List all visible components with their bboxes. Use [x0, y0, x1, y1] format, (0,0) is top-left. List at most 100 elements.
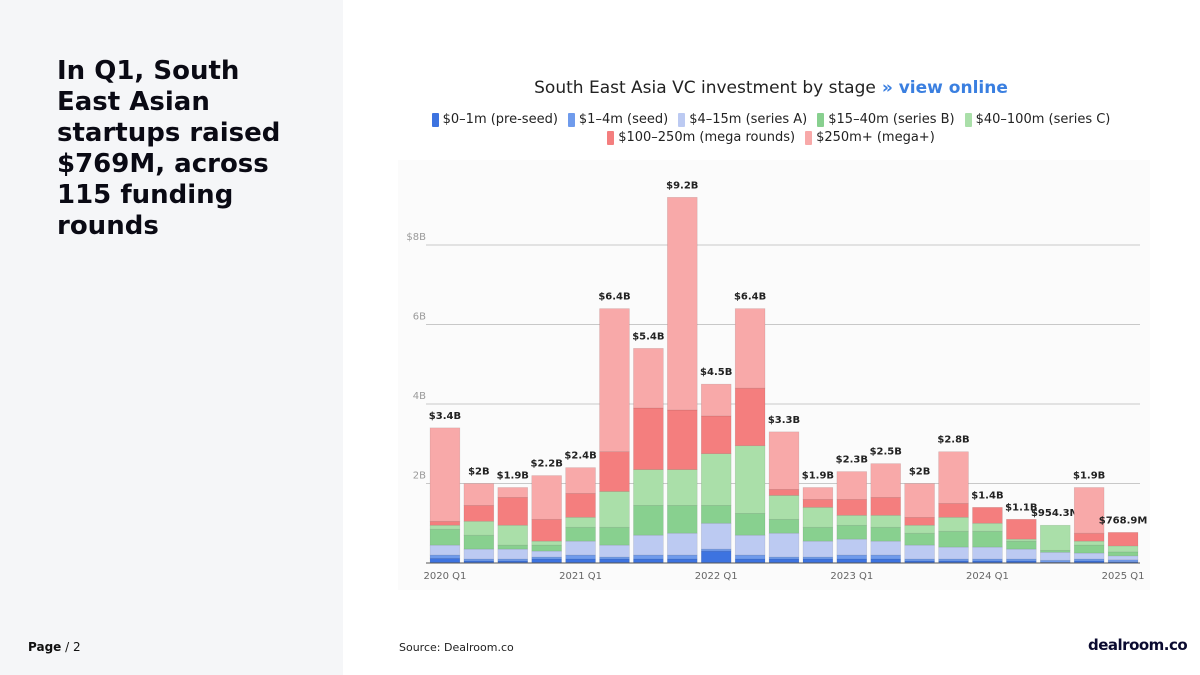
total-label: $3.4B [429, 411, 461, 422]
bar-segment [531, 540, 562, 546]
view-online-link[interactable]: » view online [881, 78, 1008, 98]
y-tick-label: 2B [413, 471, 426, 482]
bar-segment [972, 546, 1003, 560]
page-number: / 2 [65, 640, 81, 654]
bar-segment [768, 489, 800, 496]
bar-segment [700, 415, 732, 454]
legend-label: $100–250m (mega rounds) [618, 130, 796, 145]
legend-label: $250m+ (mega+) [816, 130, 935, 145]
bar-segment [768, 495, 800, 520]
bar-segment [734, 558, 766, 564]
bar-segment [836, 499, 868, 516]
total-label: $2B [468, 467, 490, 478]
bar-segment [734, 387, 766, 447]
x-tick-label: 2025 Q1 [1102, 571, 1145, 582]
bar-segment [667, 505, 698, 534]
bar-segment [768, 558, 800, 564]
legend-swatch [817, 112, 825, 127]
legend-item: $15–40m (series B) [817, 112, 955, 127]
bar-segment [633, 407, 664, 470]
bar-segment [870, 463, 901, 498]
bar-segment [972, 530, 1003, 548]
total-label: $1.9B [1073, 470, 1105, 481]
bar-segment [429, 528, 461, 546]
total-label: $2.2B [531, 459, 563, 470]
bar-segment [836, 558, 868, 564]
bar-segment [870, 540, 901, 556]
bar-segment [802, 558, 834, 564]
legend-label: $0–1m (pre-seed) [442, 112, 558, 127]
total-label: $2B [909, 467, 931, 478]
legend-label: $15–40m (series B) [828, 112, 955, 127]
bar-segment [938, 503, 969, 518]
bar-segment [1107, 555, 1139, 561]
bar-segment [1073, 540, 1105, 546]
legend-label: $4–15m (series A) [689, 112, 808, 127]
total-label: $2.4B [564, 451, 596, 462]
bar-segment [1040, 551, 1071, 561]
bar-segment [531, 544, 562, 552]
page-label: Page [28, 640, 62, 654]
bar-segment [768, 518, 800, 534]
bar-segment [938, 451, 969, 504]
bar-segment [1107, 532, 1139, 547]
bar-segment [599, 451, 630, 492]
bar-segment [667, 409, 698, 470]
bar-segment [463, 534, 495, 550]
bar-segment [700, 453, 732, 506]
bar-segment [1107, 545, 1139, 553]
bar-segment [565, 554, 596, 560]
bar-segment [633, 558, 664, 564]
legend-label: $40–100m (series C) [975, 112, 1111, 127]
bar-segment [565, 516, 596, 528]
y-tick-label: $8B [406, 232, 426, 243]
bar-segment [463, 520, 495, 536]
total-label: $768.9M [1099, 515, 1148, 526]
bar-segment [972, 522, 1003, 532]
bar-segment [565, 467, 596, 494]
bar-segment [565, 540, 596, 556]
total-label: $3.3B [768, 415, 800, 426]
bar-segment [429, 554, 461, 559]
total-label: $6.4B [734, 292, 766, 303]
bar-segment [700, 505, 732, 524]
bar-segment [633, 505, 664, 536]
bar-segment [599, 544, 630, 558]
legend-swatch [607, 130, 615, 145]
legend-swatch [964, 112, 972, 127]
bar-segment [972, 507, 1003, 524]
total-label: $1.1B [1005, 502, 1037, 513]
bar-segment [633, 469, 664, 506]
total-label: $2.3B [836, 455, 868, 466]
bar-segment [531, 475, 562, 520]
bar-segment [870, 558, 901, 564]
bar-segment [565, 493, 596, 518]
bar-segment [802, 526, 834, 542]
bar-segment [429, 524, 461, 530]
total-label: $1.9B [497, 470, 529, 481]
bar-segment [802, 540, 834, 558]
bar-segment [599, 526, 630, 546]
bar-segment [836, 524, 868, 540]
bar-segment [463, 548, 495, 560]
bar-segment [870, 554, 901, 560]
legend: $0–1m (pre-seed) $1–4m (seed) $4–15m (seri… [398, 112, 1144, 145]
bar-segment [463, 483, 495, 506]
bar-segment [938, 530, 969, 548]
bar-segment [938, 516, 969, 532]
bar-segment [870, 514, 901, 528]
bar-segment [429, 557, 461, 564]
total-label: $1.9B [802, 470, 834, 481]
bar-segment [633, 554, 664, 560]
bar-segment [700, 522, 732, 550]
legend-item: $1–4m (seed) [567, 112, 668, 127]
bar-segment [497, 487, 528, 498]
bar-segment [667, 532, 698, 556]
total-label: $2.8B [937, 435, 969, 446]
legend-item: $4–15m (series A) [678, 112, 807, 127]
bar-segment [870, 497, 901, 516]
total-label: $2.5B [870, 447, 902, 458]
x-tick-label: 2021 Q1 [559, 571, 602, 582]
bar-segment [734, 534, 766, 556]
